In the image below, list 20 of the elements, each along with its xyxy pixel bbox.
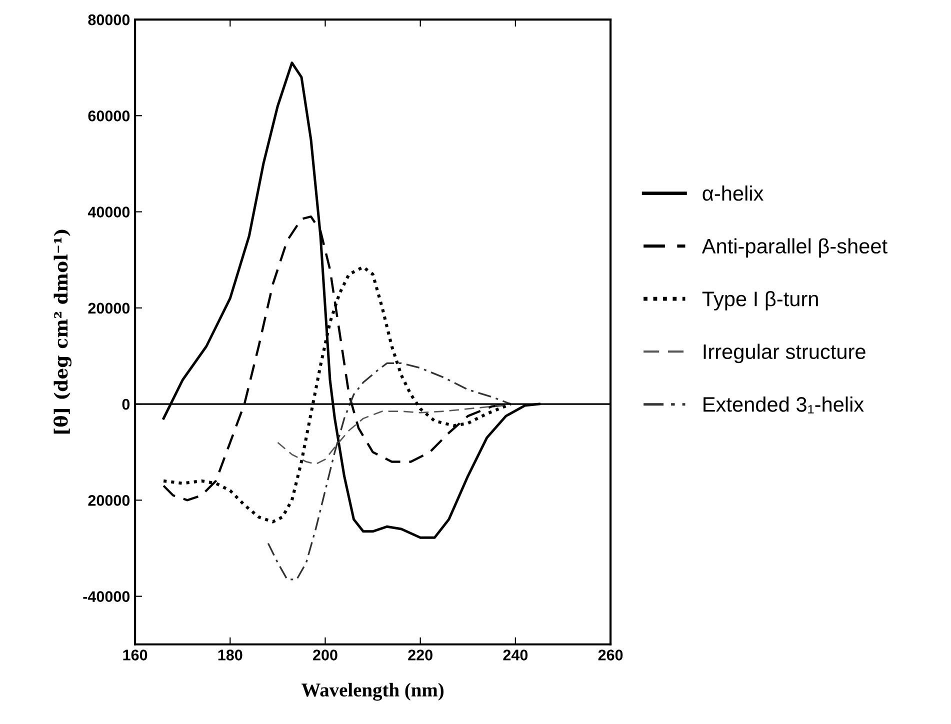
legend-label: Type I β-turn	[702, 291, 818, 310]
y-tick-label: 20000	[88, 495, 130, 506]
y-tick-label: 0	[122, 398, 130, 410]
y-axis-title: [θ] (deg cm² dmol⁻¹)	[54, 230, 72, 434]
y-tick-label: 40000	[88, 206, 130, 218]
x-tick-label: 200	[313, 650, 338, 660]
legend-label: Irregular structure	[704, 344, 866, 364]
x-tick-label: 240	[503, 650, 528, 660]
y-tick-label: 80000	[88, 14, 130, 26]
legend-label: Anti-parallel β-sheet	[702, 238, 888, 258]
y-tick-label: -40000	[83, 591, 130, 602]
y-tick-label: 60000	[88, 110, 130, 122]
x-tick-label: 160	[123, 650, 148, 660]
x-tick-label: 180	[218, 650, 242, 660]
x-tick-label: 220	[408, 650, 432, 660]
legend-label: α-helix	[702, 185, 764, 201]
legend-label: Extended 3₁-helix	[704, 396, 864, 414]
y-tick-label: 20000	[88, 302, 130, 314]
x-axis-title: Wavelength (nm)	[302, 682, 444, 701]
x-tick-label: 260	[598, 650, 623, 660]
